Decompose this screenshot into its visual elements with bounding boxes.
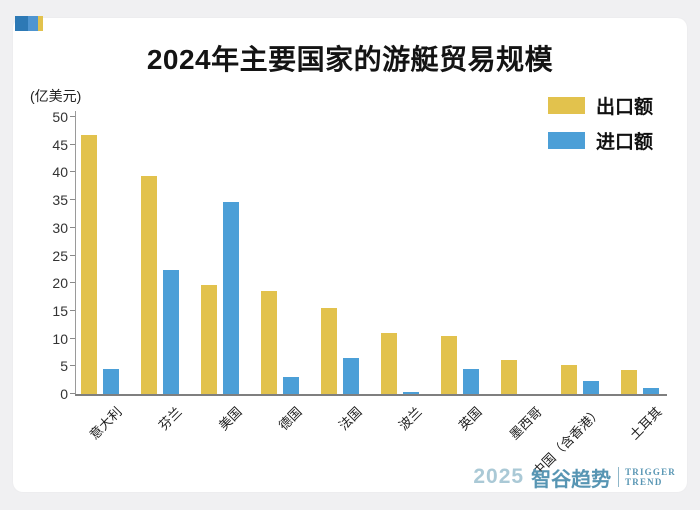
legend-label: 进口额 xyxy=(596,131,654,153)
bar-export-2 xyxy=(141,176,157,394)
y-tick-label: 40 xyxy=(52,164,68,181)
bar-export-10 xyxy=(621,370,637,394)
legend-item-import: 进口额 xyxy=(548,131,653,153)
y-tick-label: 25 xyxy=(52,247,68,264)
y-tick-mark xyxy=(70,199,75,201)
footer-tagline: TRIGGER TREND xyxy=(625,467,676,487)
legend-item-export: 出口额 xyxy=(548,96,653,118)
legend: 出口额 进口额 xyxy=(548,96,653,166)
bar-import-3 xyxy=(223,202,239,394)
bar-export-3 xyxy=(201,285,217,394)
y-tick-mark xyxy=(70,393,75,394)
bar-export-9 xyxy=(561,365,577,394)
corner-flag-icon xyxy=(15,16,43,31)
y-tick-label: 35 xyxy=(52,192,68,209)
y-axis-unit-label: (亿美元) xyxy=(30,88,82,104)
y-tick-label: 10 xyxy=(52,330,68,347)
y-tick-mark xyxy=(70,365,75,367)
bar-import-4 xyxy=(283,377,299,394)
y-tick-label: 45 xyxy=(52,136,68,153)
y-tick-mark xyxy=(70,143,75,145)
y-tick-mark xyxy=(70,226,75,228)
y-tick-mark xyxy=(70,116,75,117)
bar-import-10 xyxy=(643,388,659,394)
y-tick-label: 15 xyxy=(52,302,68,319)
footer-watermark: 2025 智谷趋势 TRIGGER TREND xyxy=(473,464,676,491)
y-tick-mark xyxy=(70,254,75,256)
y-tick-label: 30 xyxy=(52,219,68,236)
bar-export-4 xyxy=(261,291,277,394)
legend-label: 出口额 xyxy=(596,96,654,118)
x-axis-label-row: 土耳其 xyxy=(0,402,665,442)
corner-flag-yellow xyxy=(38,16,43,31)
bar-import-5 xyxy=(343,358,359,394)
bar-export-7 xyxy=(441,336,457,394)
bar-export-5 xyxy=(321,308,337,394)
bar-export-6 xyxy=(381,333,397,394)
footer-brand: 智谷趋势 xyxy=(531,468,612,491)
bar-import-2 xyxy=(163,270,179,394)
y-axis-line xyxy=(75,111,76,394)
y-tick-label: 0 xyxy=(60,386,68,402)
bar-import-1 xyxy=(103,369,119,394)
x-axis-line xyxy=(75,394,667,396)
bar-import-9 xyxy=(583,381,599,394)
footer-year: 2025 xyxy=(473,465,525,488)
bar-import-7 xyxy=(463,369,479,394)
y-tick-label: 50 xyxy=(52,109,68,125)
bar-import-6 xyxy=(403,392,419,394)
corner-flag-dark-blue xyxy=(15,16,28,31)
footer-divider xyxy=(618,467,620,487)
legend-swatch-import xyxy=(548,131,585,149)
bar-export-1 xyxy=(81,135,97,394)
legend-swatch-export xyxy=(548,96,585,114)
y-tick-mark xyxy=(70,337,75,339)
chart-title: 2024年主要国家的游艇贸易规模 xyxy=(146,44,554,75)
bar-export-8 xyxy=(501,360,517,394)
y-tick-label: 20 xyxy=(52,275,68,292)
y-tick-label: 5 xyxy=(60,358,68,375)
corner-flag-light-blue xyxy=(28,16,38,31)
y-tick-mark xyxy=(70,282,75,284)
y-tick-mark xyxy=(70,171,75,173)
y-tick-mark xyxy=(70,309,75,311)
